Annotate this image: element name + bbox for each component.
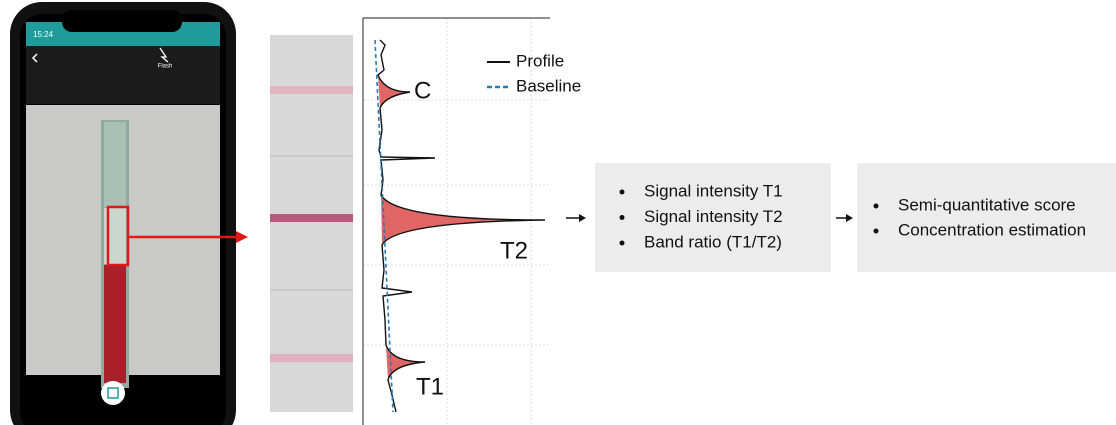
peak-label: T1 — [416, 373, 444, 400]
baseline-line — [374, 39, 394, 413]
features-box — [595, 163, 831, 272]
peak-label: C — [414, 77, 431, 104]
peak-label: T2 — [500, 237, 528, 264]
back-icon[interactable] — [31, 53, 38, 63]
bullet — [873, 228, 879, 234]
app-header[interactable] — [26, 46, 220, 104]
peak-t1 — [386, 345, 425, 380]
bullet — [873, 203, 879, 209]
list-item: Signal intensity T1 — [644, 181, 783, 200]
flash-icon[interactable] — [159, 47, 169, 63]
list-item: Band ratio (T1/T2) — [644, 232, 782, 251]
bullet — [619, 189, 625, 195]
peak-t2 — [381, 195, 545, 245]
strip-crop — [270, 35, 353, 412]
band-t2 — [270, 214, 353, 222]
band-c — [270, 86, 353, 94]
output-list: Semi-quantitative score Concentration est… — [873, 195, 1086, 239]
bullet — [619, 240, 625, 246]
strip-label — [104, 122, 126, 207]
bullet — [619, 215, 625, 220]
flow-arrowhead — [579, 214, 586, 222]
capture-button[interactable] — [101, 381, 125, 405]
legend-label: Baseline — [516, 76, 581, 95]
list-item: Concentration estimation — [898, 220, 1086, 239]
status-time: 15:24 — [33, 30, 54, 39]
flow-arrowhead — [846, 214, 853, 222]
list-item: Semi-quantitative score — [898, 195, 1076, 214]
legend-label: Profile — [516, 51, 564, 70]
strip-window — [104, 208, 126, 264]
profile-line — [377, 39, 546, 413]
roi-arrowhead — [236, 231, 248, 243]
notch — [62, 10, 182, 32]
features-list: Signal intensity T1 Signal intensity T2 Ba… — [619, 181, 783, 251]
list-item: Signal intensity T2 — [644, 207, 783, 226]
strip-sample — [104, 265, 126, 383]
output-box — [857, 163, 1116, 272]
grid — [363, 18, 550, 425]
band-t1 — [270, 354, 353, 362]
flash-label[interactable]: Flash — [158, 64, 173, 70]
capture-icon[interactable] — [107, 387, 119, 399]
